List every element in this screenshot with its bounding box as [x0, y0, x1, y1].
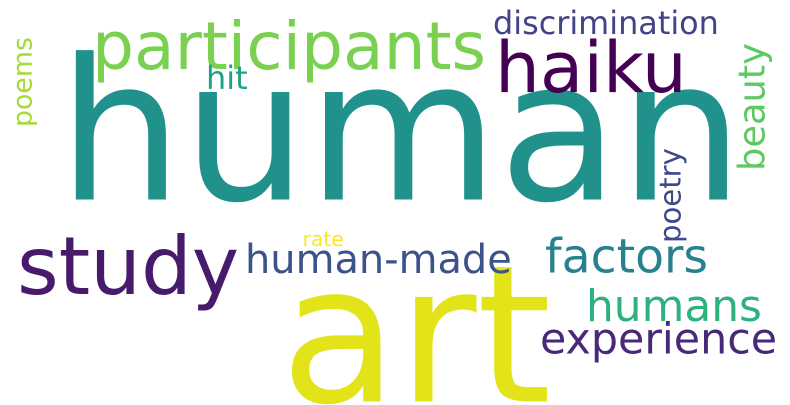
word-beauty: beauty	[730, 43, 774, 171]
word-rate: rate	[302, 227, 344, 251]
word-study: study	[17, 220, 240, 313]
word-art: art	[280, 224, 552, 405]
word-factors: factors	[545, 229, 709, 285]
word-haiku: haiku	[495, 26, 687, 109]
word-hit: hit	[206, 59, 248, 97]
word-experience: experience	[540, 314, 778, 365]
word-humans: humans	[586, 281, 762, 332]
word-discrimination: discrimination	[493, 4, 719, 42]
word-poetry: poetry	[653, 148, 688, 243]
word-human: human	[58, 18, 744, 247]
word-poems: poems	[7, 37, 39, 127]
word-participants: participants	[92, 8, 487, 85]
word-human-made: human-made	[245, 237, 512, 283]
